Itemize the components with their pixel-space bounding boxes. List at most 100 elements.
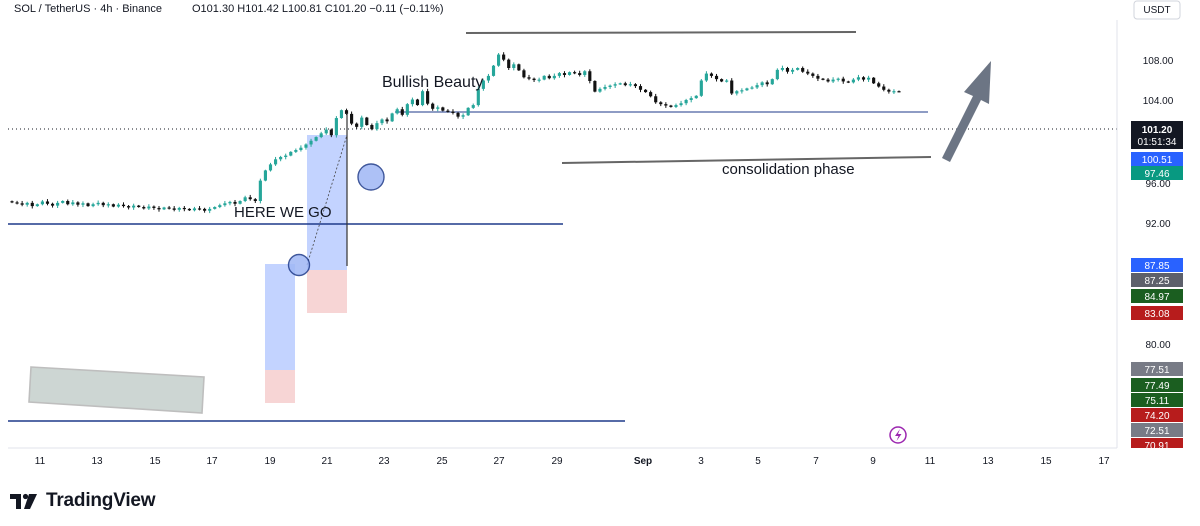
candle [81,201,85,208]
candle [390,112,394,122]
candle [638,84,643,93]
long-position-stop-zone[interactable] [265,370,295,403]
candle [694,95,698,99]
candle [497,53,501,67]
price-tick-label: 80.00 [1145,340,1170,351]
candle [15,200,19,205]
candle [831,77,835,83]
brand-name: TradingView [46,490,156,511]
long-position-target-zone[interactable] [307,135,347,270]
consolidation-annotation[interactable]: consolidation phase [722,161,855,178]
candle [527,74,531,81]
candle [750,85,754,90]
candle [446,109,450,113]
candle [613,82,617,88]
candle [725,78,729,83]
currency-button[interactable] [1133,0,1181,20]
candle [415,98,420,106]
candle [370,123,374,131]
candle [633,83,638,89]
time-tick-label: 13 [91,456,103,467]
candle [714,73,719,82]
candle [507,58,511,70]
price-tag: 70.91 [1131,438,1183,452]
price-tag: 100.51 [1131,152,1183,166]
candle [573,70,577,75]
accumulation-range-box[interactable] [28,366,205,414]
time-tick-label: 3 [698,456,704,467]
candle [101,201,105,208]
symbol-title[interactable]: SOL / TetherUS · 4h · Binance [14,3,162,15]
candle [20,200,24,207]
candle [253,198,257,203]
candle [684,98,688,106]
candle [360,115,364,130]
candle [654,93,658,104]
candle [603,84,607,91]
candle [441,106,445,112]
candle [182,206,186,212]
price-tag: 77.51 [1131,362,1183,376]
breakout-annotation[interactable]: HERE WE GO [234,204,332,221]
candle [162,206,166,211]
candle [304,143,308,150]
candle [649,90,653,98]
candle [669,104,673,108]
candle [512,62,516,71]
candle [745,87,749,91]
range-resistance-line[interactable] [465,31,857,34]
candle [116,203,121,208]
candle [76,201,80,207]
projection-arrow[interactable] [942,61,991,162]
time-tick-label: 17 [206,456,218,467]
candle [279,155,283,162]
retest-circle[interactable] [287,253,311,277]
candle [775,68,779,81]
candle [897,90,901,93]
candle [872,77,876,84]
candle [187,208,191,211]
candle [40,199,44,206]
time-tick-label: 21 [321,456,333,467]
position-dashed-path [306,134,348,266]
candle [481,79,485,91]
range-support-line[interactable] [561,156,932,164]
bullish-annotation[interactable]: Bullish Beauty [382,74,483,91]
price-tick-label: 92.00 [1145,219,1170,230]
candle [867,75,871,82]
candle [258,178,262,204]
candle [284,153,288,160]
time-tick-label: 11 [925,456,936,467]
long-position-target-zone[interactable] [265,264,295,370]
candle [740,88,744,94]
candle [664,102,668,108]
candle [294,148,298,153]
candle [770,78,774,85]
price-tick-label: 108.00 [1143,56,1174,67]
candle [299,145,303,152]
candle [856,74,861,82]
candle [365,116,369,126]
candle [213,206,217,210]
candle [836,77,840,82]
flash-icon[interactable] [889,426,907,444]
time-tick-label: 13 [982,456,994,467]
long-position-stop-zone[interactable] [307,270,347,313]
time-tick-label: 27 [493,456,505,467]
candle [811,72,815,78]
brand-logo[interactable]: TradingView [10,488,156,514]
candle [552,73,556,80]
candle [436,105,440,112]
candle [801,66,805,73]
candle [537,77,541,83]
candle [841,76,845,84]
candle [628,81,632,87]
ohlc-readout: O101.30 H101.42 L100.81 C101.20 −0.11 (−… [192,3,444,15]
retest-circle[interactable] [357,163,385,191]
candle [152,205,156,210]
candle [618,82,622,85]
candle [334,116,338,138]
candle [192,206,197,212]
